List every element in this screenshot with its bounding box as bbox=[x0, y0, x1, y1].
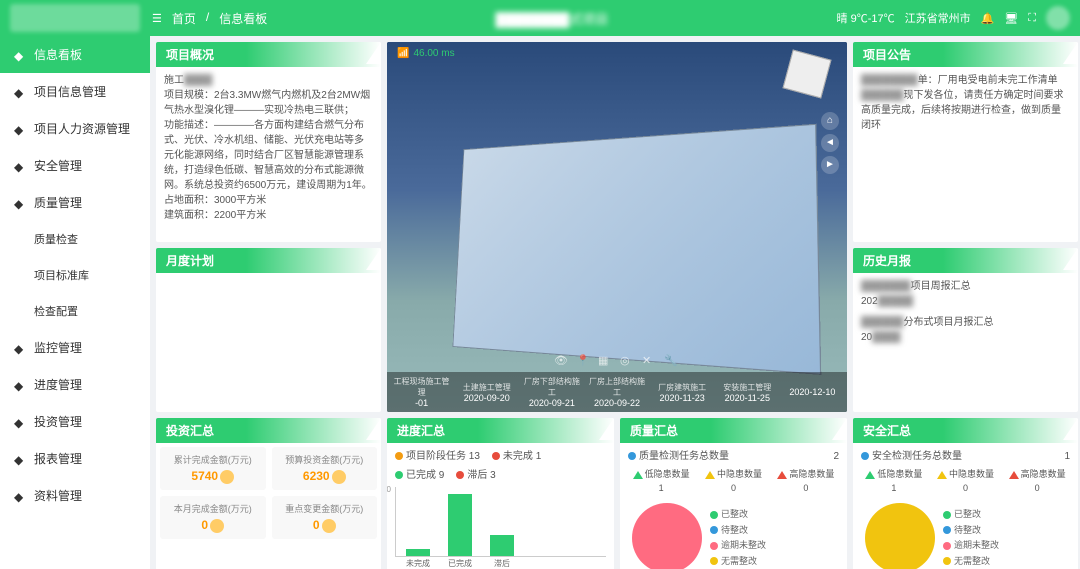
menu-icon: ◆ bbox=[14, 379, 26, 391]
eye-icon[interactable]: 👁 bbox=[554, 354, 570, 370]
arrow-right-icon[interactable]: ► bbox=[821, 156, 839, 174]
arrow-left-icon[interactable]: ◄ bbox=[821, 134, 839, 152]
progress-bar-chart: 0246810 未完成已完成滞后 bbox=[395, 487, 606, 557]
card-history-title: 历史月报 bbox=[853, 248, 1078, 273]
sidebar-item[interactable]: ◆项目信息管理 bbox=[0, 73, 150, 110]
project-title: ████████式项目 bbox=[267, 9, 836, 28]
overview-body: 项目规模：2台3.3MW燃气内燃机及2台2MW烟气热水型溴化锂———实现冷热电三… bbox=[164, 88, 373, 193]
sidebar-item[interactable]: ◆安全管理 bbox=[0, 147, 150, 184]
card-progress-title: 进度汇总 bbox=[387, 418, 614, 443]
card-safety-title: 安全汇总 bbox=[853, 418, 1078, 443]
menu-icon: ◆ bbox=[14, 453, 26, 465]
card-invest-title: 投资汇总 bbox=[156, 418, 381, 443]
menu-icon: ◆ bbox=[14, 197, 26, 209]
sidebar: ◆信息看板◆项目信息管理◆项目人力资源管理◆安全管理◆质量管理质量检查项目标准库… bbox=[0, 36, 150, 569]
stat-month: 本月完成金额(万元)0 bbox=[160, 496, 266, 539]
sidebar-item[interactable]: ◆信息看板 bbox=[0, 36, 150, 73]
stat-change: 重点变更金额(万元)0 bbox=[272, 496, 378, 539]
menu-icon: ◆ bbox=[14, 416, 26, 428]
card-history: 历史月报 ███████项目周报汇总 202█████ ██████分布式项目月… bbox=[853, 248, 1078, 412]
sidebar-item[interactable]: ◆投资管理 bbox=[0, 403, 150, 440]
settings-icon[interactable]: ✕ bbox=[642, 354, 658, 370]
sidebar-item[interactable]: ◆进度管理 bbox=[0, 366, 150, 403]
pin-icon[interactable]: 📍 bbox=[576, 354, 592, 370]
sidebar-item[interactable]: 项目标准库 bbox=[0, 257, 150, 293]
target-icon[interactable]: ◎ bbox=[620, 354, 636, 370]
topbar: ☰ 首页 / 信息看板 ████████式项目 晴 9℃-17℃ 江苏省常州市 … bbox=[0, 0, 1080, 36]
card-safety: 安全汇总 安全检测任务总数量1 低隐患数量1 中隐患数量0 高隐患数量0 已整改… bbox=[853, 418, 1078, 569]
weather: 晴 9℃-17℃ bbox=[837, 10, 895, 26]
breadcrumb-current: 信息看板 bbox=[219, 10, 267, 27]
tool-icon[interactable]: 🔧 bbox=[664, 354, 680, 370]
sidebar-item[interactable]: ◆报表管理 bbox=[0, 440, 150, 477]
card-invest: 投资汇总 累计完成金额(万元)5740 预算投资金额(万元)6230 本月完成金… bbox=[156, 418, 381, 569]
grid-icon[interactable]: ▦ bbox=[598, 354, 614, 370]
ping-indicator: 📶46.00 ms bbox=[397, 48, 455, 59]
card-overview-title: 项目概况 bbox=[156, 42, 381, 67]
logo bbox=[10, 4, 140, 32]
card-overview: 项目概况 施工████ 项目规模：2台3.3MW燃气内燃机及2台2MW烟气热水型… bbox=[156, 42, 381, 242]
sidebar-item[interactable]: 质量检查 bbox=[0, 221, 150, 257]
menu-toggle-icon[interactable]: ☰ bbox=[152, 12, 162, 25]
menu-icon: ◆ bbox=[14, 160, 26, 172]
breadcrumb-home[interactable]: 首页 bbox=[172, 10, 196, 27]
quality-pie bbox=[632, 503, 702, 569]
card-monthly-title: 月度计划 bbox=[156, 248, 381, 273]
sidebar-item[interactable]: 检查配置 bbox=[0, 293, 150, 329]
menu-icon: ◆ bbox=[14, 123, 26, 135]
home-icon[interactable]: ⌂ bbox=[821, 112, 839, 130]
sidebar-item[interactable]: ◆监控管理 bbox=[0, 329, 150, 366]
3d-viewer[interactable]: 📶46.00 ms ⌂ ◄ ► 👁 📍 ▦ ◎ ✕ 🔧 工程现场施工管理-01土… bbox=[387, 42, 847, 412]
stat-budget: 预算投资金额(万元)6230 bbox=[272, 447, 378, 490]
viewer-toolbar: 👁 📍 ▦ ◎ ✕ 🔧 bbox=[554, 354, 680, 370]
sidebar-item[interactable]: ◆质量管理 bbox=[0, 184, 150, 221]
card-quality: 质量汇总 质量检测任务总数量2 低隐患数量1 中隐患数量0 高隐患数量0 已整改… bbox=[620, 418, 847, 569]
avatar[interactable] bbox=[1046, 6, 1070, 30]
monitor-icon[interactable]: 🖥 bbox=[1004, 12, 1018, 25]
menu-icon: ◆ bbox=[14, 342, 26, 354]
card-announce-title: 项目公告 bbox=[853, 42, 1078, 67]
dashboard: 项目概况 施工████ 项目规模：2台3.3MW燃气内燃机及2台2MW烟气热水型… bbox=[150, 36, 1080, 569]
safety-pie bbox=[865, 503, 935, 569]
fullscreen-icon[interactable]: ⛶ bbox=[1028, 12, 1036, 25]
stat-cumulative: 累计完成金额(万元)5740 bbox=[160, 447, 266, 490]
topbar-right: 晴 9℃-17℃ 江苏省常州市 🔔 🖥 ⛶ bbox=[837, 6, 1070, 30]
card-progress: 进度汇总 项目阶段任务 13 未完成 1 已完成 9 滞后 3 0246810 … bbox=[387, 418, 614, 569]
bell-icon[interactable]: 🔔 bbox=[981, 12, 995, 25]
view-controls: ⌂ ◄ ► bbox=[821, 112, 839, 174]
menu-icon: ◆ bbox=[14, 86, 26, 98]
sidebar-item[interactable]: ◆资料管理 bbox=[0, 477, 150, 514]
sidebar-item[interactable]: ◆项目人力资源管理 bbox=[0, 110, 150, 147]
card-monthly: 月度计划 bbox=[156, 248, 381, 412]
menu-icon: ◆ bbox=[14, 490, 26, 502]
card-announce: 项目公告 ████████单：厂用电受电前未完工作清单 ██████现下发各位，… bbox=[853, 42, 1078, 242]
timeline[interactable]: 工程现场施工管理-01土建施工管理2020-09-20厂房下部结构施工2020-… bbox=[387, 372, 847, 412]
menu-icon: ◆ bbox=[14, 49, 26, 61]
location: 江苏省常州市 bbox=[905, 10, 971, 26]
card-quality-title: 质量汇总 bbox=[620, 418, 847, 443]
breadcrumb: 首页 / 信息看板 bbox=[172, 10, 267, 27]
